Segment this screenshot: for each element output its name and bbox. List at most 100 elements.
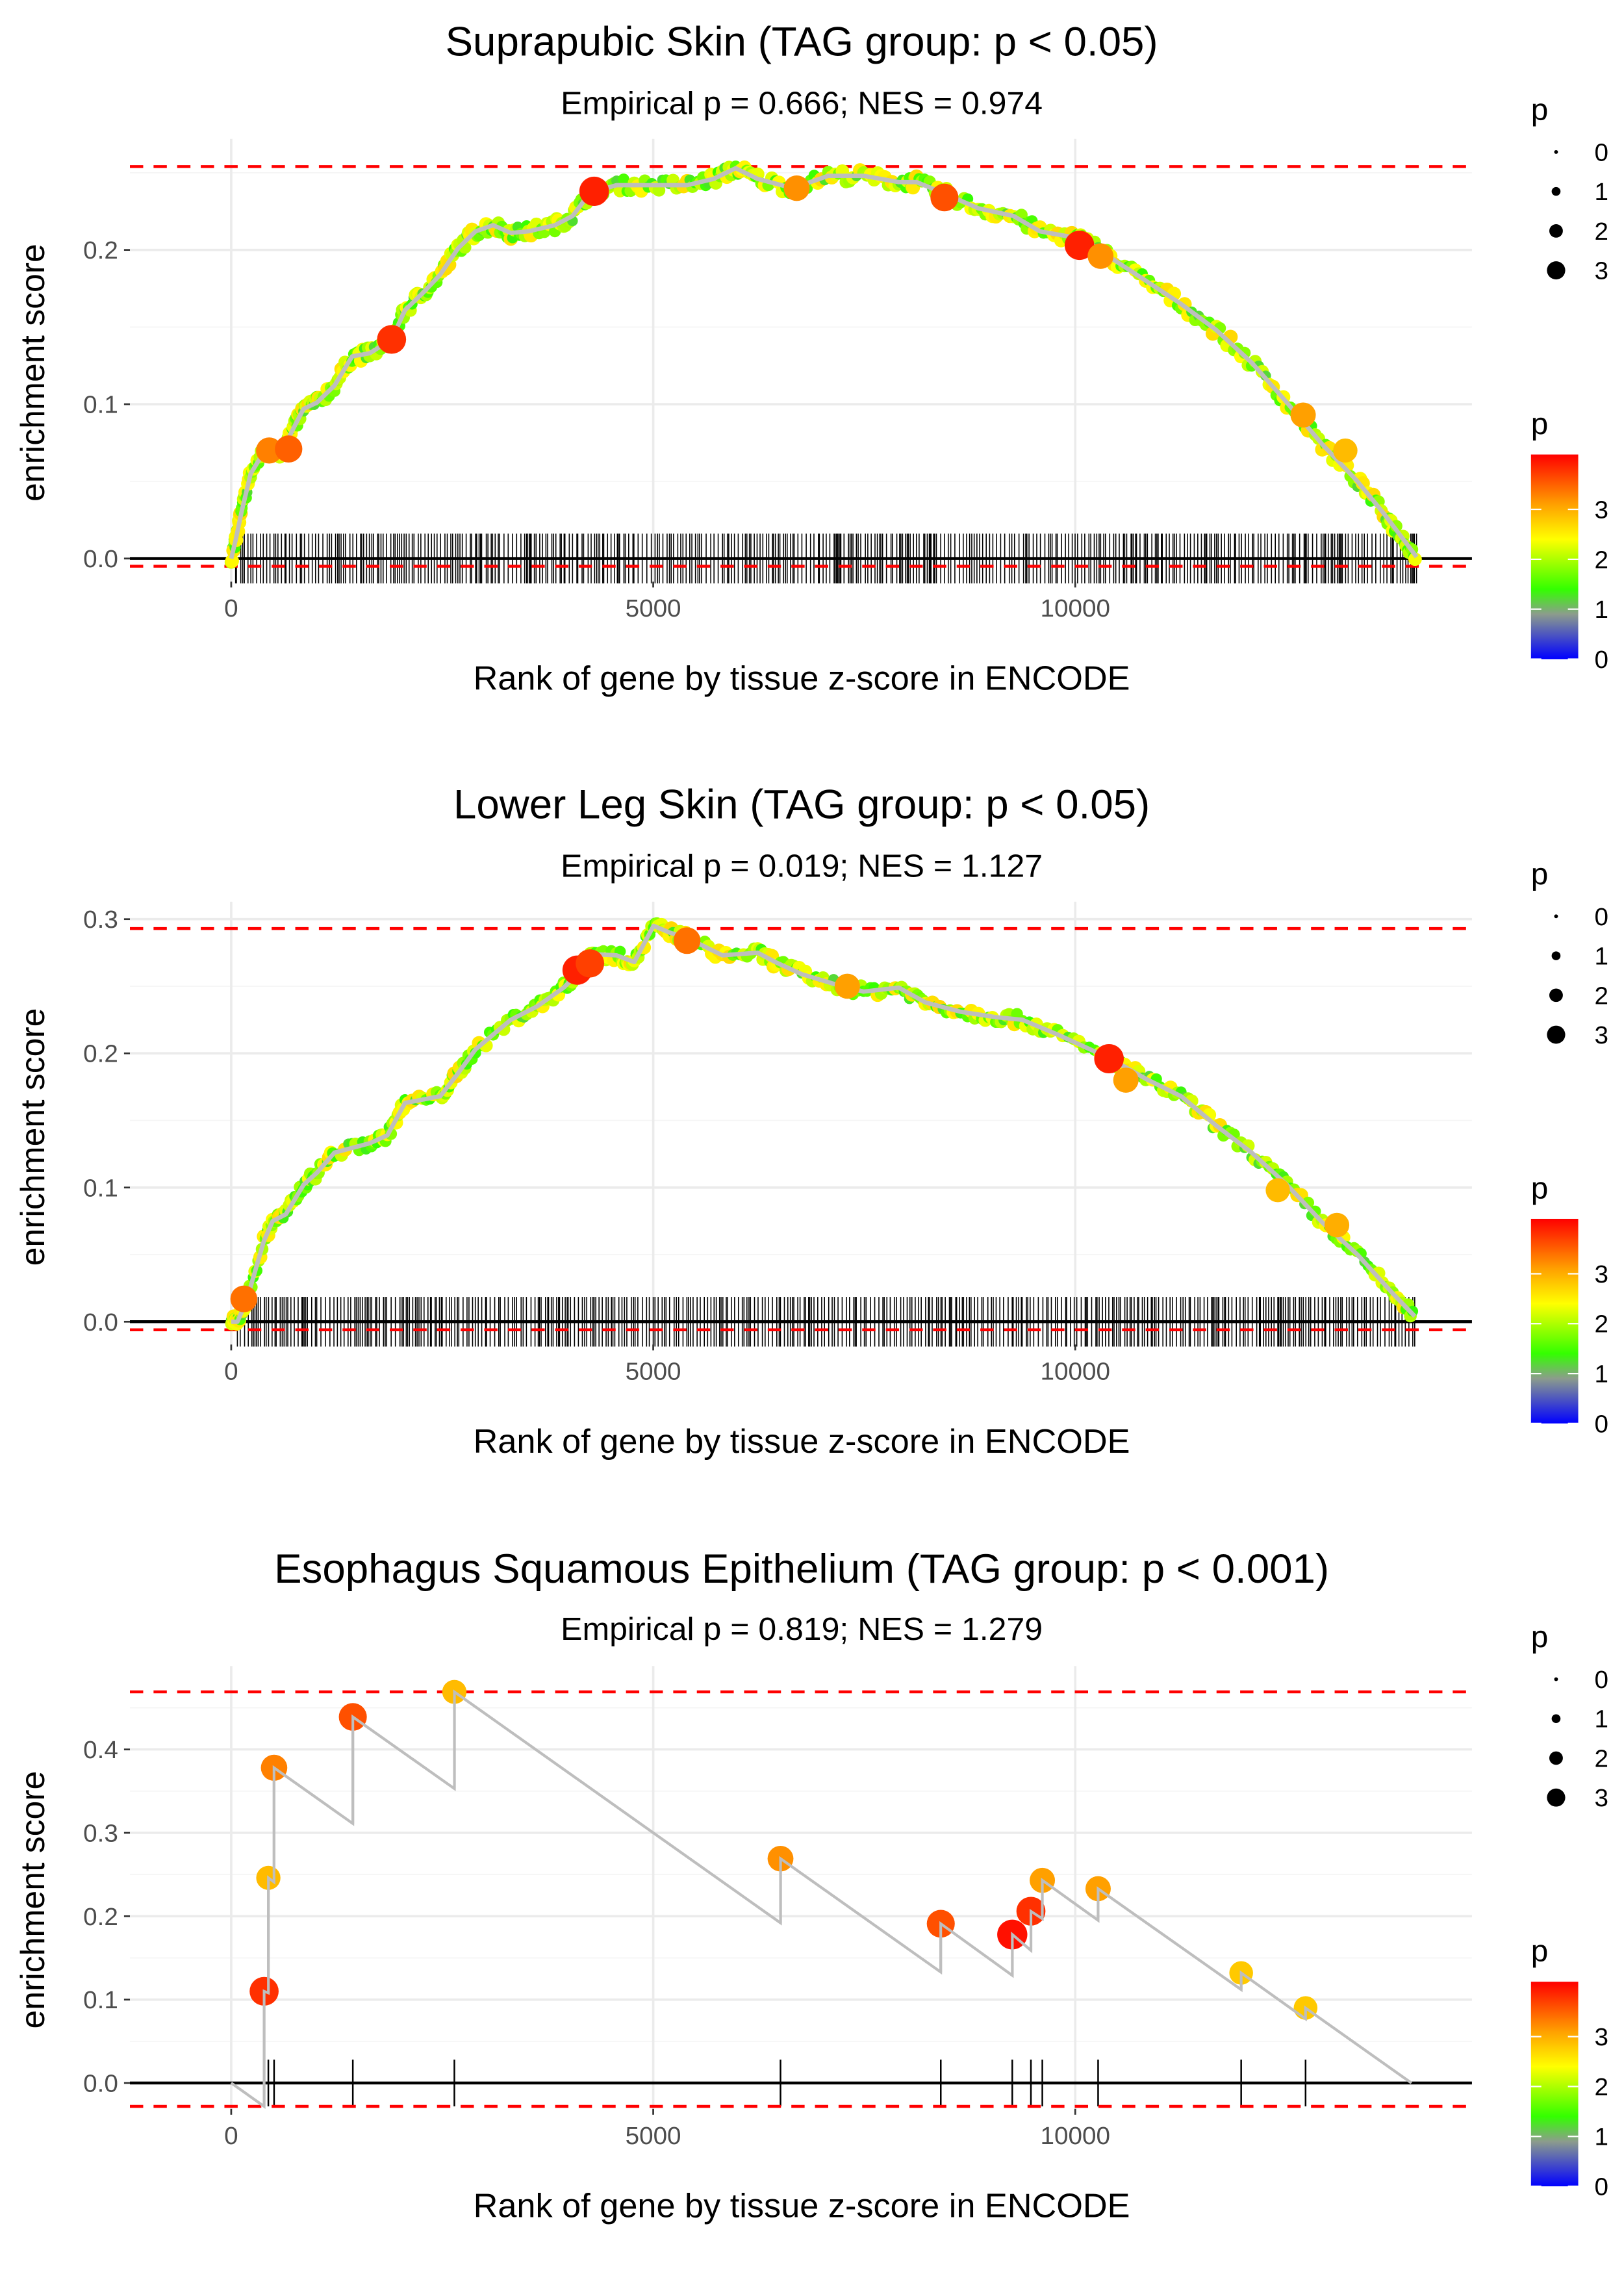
x-tick-label: 10000 [1041,1358,1110,1386]
x-axis-title: Rank of gene by tissue z-score in ENCODE [474,1423,1130,1461]
hit-marker [275,435,303,463]
panel-title: Lower Leg Skin (TAG group: p < 0.05) [453,782,1150,828]
x-tick-label: 5000 [626,2122,681,2150]
enrichment-curve-overlay [230,1689,1412,2109]
colorbar-label: 3 [1595,496,1608,524]
hit-marker [1094,1043,1124,1074]
hit-marker [783,175,810,201]
hit-marker [1087,243,1114,269]
colorbar-label: 3 [1595,1260,1608,1288]
size-legend-label: 0 [1595,903,1608,931]
legend: p 0 1 2 3 p 3 2 1 0 [1530,93,1608,674]
y-tick-label: 0.1 [83,1174,118,1202]
size-legend-dot [1554,914,1558,919]
y-axis-title: enrichment score [14,1008,52,1266]
colorbar [1530,1982,1579,2187]
y-tick-label: 0.3 [83,1820,118,1848]
hit-marker [1324,1212,1350,1238]
hit-marker [576,949,605,978]
panel-lower-leg-skin: Lower Leg Skin (TAG group: p < 0.05) Emp… [14,782,1608,1461]
size-legend-dot [1547,261,1566,280]
hit-marker [834,973,860,999]
x-tick-label: 0 [224,2122,238,2150]
enrichment-curve [229,166,1419,559]
y-tick-label: 0.0 [83,545,118,573]
color-legend-title: p [1531,1171,1549,1206]
size-legend-label: 0 [1595,139,1608,167]
x-axis: 0 5000 10000 [224,2108,1110,2150]
hit-marker [673,927,701,954]
y-axis: 0.0 0.1 0.2 0.3 [83,906,131,1336]
size-legend-label: 2 [1595,218,1608,246]
size-legend-dot [1551,186,1561,196]
size-legend-label: 1 [1595,178,1608,206]
color-legend-title: p [1531,1934,1549,1969]
hit-marker [256,437,283,464]
x-tick-label: 0 [224,594,238,622]
legend: p 0 1 2 3 p 3 2 1 0 [1530,857,1608,1438]
panel-subtitle: Empirical p = 0.819; NES = 1.279 [561,1611,1043,1647]
size-legend-dot [1549,224,1563,238]
color-legend-title: p [1531,407,1549,441]
size-legend-label: 2 [1595,1745,1608,1773]
panel-subtitle: Empirical p = 0.666; NES = 0.974 [561,85,1043,121]
x-tick-label: 0 [224,1358,238,1386]
size-legend-dot [1554,150,1558,154]
y-tick-label: 0.0 [83,2070,118,2098]
colorbar [1530,454,1579,659]
size-legend-dot [1551,1714,1561,1723]
colorbar-label: 1 [1595,596,1608,624]
y-axis-title: enrichment score [14,1771,52,2029]
size-legend-dot [1549,988,1563,1003]
colorbar-label: 3 [1595,2023,1608,2051]
size-legend-title: p [1531,1620,1549,1654]
colorbar-label: 2 [1595,1310,1608,1338]
x-tick-label: 5000 [626,594,681,622]
x-axis-title: Rank of gene by tissue z-score in ENCODE [474,660,1130,698]
x-axis-title: Rank of gene by tissue z-score in ENCODE [474,2188,1130,2225]
gene-point [225,554,239,568]
hit-marker [579,176,609,206]
colorbar-label: 2 [1595,546,1608,574]
plot-area [130,138,1472,583]
y-axis: 0.0 0.1 0.2 0.3 0.4 [83,1736,131,2098]
size-legend-title: p [1531,857,1549,891]
colorbar-label: 1 [1595,1361,1608,1388]
gene-point [1408,552,1422,567]
hit-marker [1333,438,1358,463]
x-tick-label: 5000 [626,1358,681,1386]
colorbar-label: 2 [1595,2073,1608,2101]
colorbar-label: 0 [1595,646,1608,674]
hit-marker [230,1285,258,1312]
panel-title: Esophagus Squamous Epithelium (TAG group… [274,1546,1329,1592]
panel-subtitle: Empirical p = 0.019; NES = 1.127 [561,848,1043,884]
y-axis: 0.0 0.1 0.2 [83,236,131,573]
size-legend-label: 2 [1595,982,1608,1010]
panel-esophagus-squamous-epithelium: Esophagus Squamous Epithelium (TAG group… [14,1546,1608,2225]
size-legend-title: p [1531,93,1549,127]
plot-area [130,901,1472,1347]
x-tick-label: 10000 [1041,594,1110,622]
hit-marker [1290,402,1316,428]
panel-title: Suprapubic Skin (TAG group: p < 0.05) [446,19,1158,65]
plot-area [130,1666,1472,2109]
y-tick-label: 0.2 [83,1040,118,1068]
y-tick-label: 0.0 [83,1309,118,1336]
size-legend-label: 3 [1595,1021,1608,1049]
size-legend-dot [1547,1025,1566,1044]
size-legend-label: 3 [1595,257,1608,285]
size-legend-dot [1549,1751,1563,1765]
y-axis-title: enrichment score [14,244,52,502]
panel-suprapubic-skin: Suprapubic Skin (TAG group: p < 0.05) Em… [14,19,1608,698]
hit-marker [1064,231,1095,261]
y-tick-label: 0.1 [83,391,118,419]
size-legend-label: 1 [1595,1706,1608,1733]
x-axis: 0 5000 10000 [224,581,1110,622]
size-legend-label: 3 [1595,1784,1608,1812]
enrichment-curve [230,1691,1412,2108]
x-axis: 0 5000 10000 [224,1344,1110,1385]
x-tick-label: 10000 [1041,2122,1110,2150]
enrichment-curve [231,923,1417,1324]
hit-marker [1113,1067,1139,1093]
